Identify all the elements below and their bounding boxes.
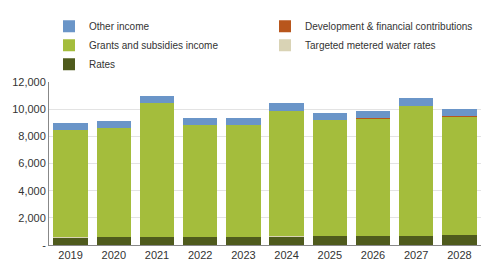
svg-text:2020: 2020 <box>102 249 126 261</box>
svg-text:Rates: Rates <box>89 59 115 70</box>
svg-text:8,000: 8,000 <box>18 130 46 142</box>
svg-text:Other income: Other income <box>89 21 149 32</box>
svg-text:12,000: 12,000 <box>12 76 46 88</box>
svg-text:2019: 2019 <box>58 249 82 261</box>
svg-text:2023: 2023 <box>231 249 255 261</box>
svg-text:Targeted metered water rates: Targeted metered water rates <box>305 40 436 51</box>
svg-text:2025: 2025 <box>318 249 342 261</box>
svg-text:2021: 2021 <box>145 249 169 261</box>
svg-text:-: - <box>42 239 46 251</box>
svg-text:6,000: 6,000 <box>18 157 46 169</box>
svg-text:2026: 2026 <box>361 249 385 261</box>
svg-text:2024: 2024 <box>274 249 298 261</box>
svg-text:2028: 2028 <box>447 249 471 261</box>
svg-text:2027: 2027 <box>404 249 428 261</box>
svg-text:2,000: 2,000 <box>18 212 46 224</box>
svg-text:10,000: 10,000 <box>12 103 46 115</box>
svg-text:Development & financial contri: Development & financial contributions <box>305 21 472 32</box>
svg-text:4,000: 4,000 <box>18 185 46 197</box>
svg-text:Grants and subsidies income: Grants and subsidies income <box>89 40 218 51</box>
svg-text:2022: 2022 <box>188 249 212 261</box>
